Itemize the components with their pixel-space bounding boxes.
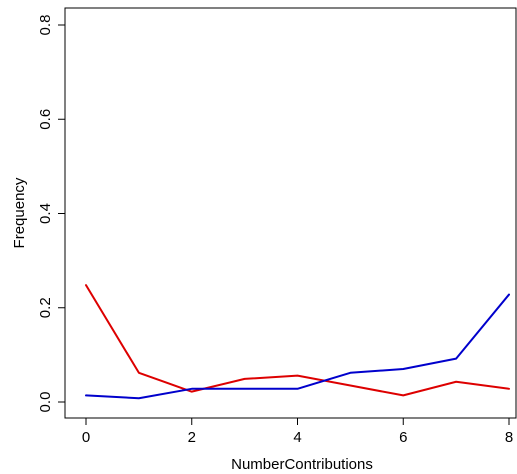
series-line-1 [85,284,510,397]
y-tick-label: 0.6 [37,109,54,130]
x-tick-label: 8 [505,429,513,446]
x-tick-label: 6 [399,429,407,446]
x-axis: 0 2 4 6 8 [82,418,513,446]
x-tick-label: 2 [188,429,196,446]
y-tick-label: 0.0 [37,392,54,413]
y-tick-label: 0.2 [37,297,54,318]
y-tick-label: 0.4 [37,203,54,224]
y-axis-label: Frequency [11,177,28,248]
series-layer [85,284,510,400]
x-tick-label: 4 [293,429,301,446]
y-axis: 0.0 0.2 0.4 0.6 0.8 [37,15,65,413]
x-axis-label: NumberContributions [231,456,373,473]
plot-frame [64,7,517,419]
x-tick-label: 0 [82,429,90,446]
series-line-2 [85,293,510,400]
y-tick-label: 0.8 [37,15,54,36]
